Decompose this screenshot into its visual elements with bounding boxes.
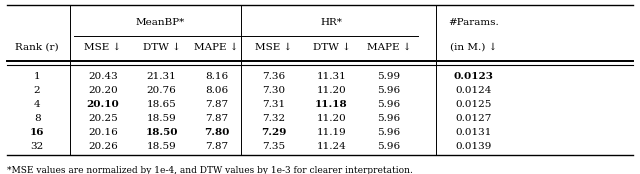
Text: 5.96: 5.96	[378, 86, 401, 95]
Text: 18.65: 18.65	[147, 100, 177, 109]
Text: 11.19: 11.19	[317, 128, 346, 137]
Text: 2: 2	[34, 86, 40, 95]
Text: 5.96: 5.96	[378, 128, 401, 137]
Text: 20.16: 20.16	[88, 128, 118, 137]
Text: 0.0123: 0.0123	[453, 72, 493, 81]
Text: 7.80: 7.80	[204, 128, 229, 137]
Text: 4: 4	[34, 100, 40, 109]
Text: 18.50: 18.50	[145, 128, 178, 137]
Text: 21.31: 21.31	[147, 72, 177, 81]
Text: 7.87: 7.87	[205, 100, 228, 109]
Text: 11.20: 11.20	[317, 86, 346, 95]
Text: 11.31: 11.31	[317, 72, 346, 81]
Text: 0.0127: 0.0127	[455, 114, 492, 123]
Text: 5.96: 5.96	[378, 114, 401, 123]
Text: 7.31: 7.31	[262, 100, 285, 109]
Text: 5.96: 5.96	[378, 100, 401, 109]
Text: 0.0125: 0.0125	[455, 100, 492, 109]
Text: 11.24: 11.24	[317, 142, 346, 151]
Text: MSE ↓: MSE ↓	[84, 43, 122, 52]
Text: 8.06: 8.06	[205, 86, 228, 95]
Text: 32: 32	[31, 142, 44, 151]
Text: 5.96: 5.96	[378, 142, 401, 151]
Text: #Params.: #Params.	[448, 18, 499, 27]
Text: 7.87: 7.87	[205, 114, 228, 123]
Text: 8: 8	[34, 114, 40, 123]
Text: 7.87: 7.87	[205, 142, 228, 151]
Text: 0.0124: 0.0124	[455, 86, 492, 95]
Text: 20.76: 20.76	[147, 86, 177, 95]
Text: 11.20: 11.20	[317, 114, 346, 123]
Text: 18.59: 18.59	[147, 142, 177, 151]
Text: 18.59: 18.59	[147, 114, 177, 123]
Text: MAPE ↓: MAPE ↓	[367, 43, 412, 52]
Text: MeanBP*: MeanBP*	[135, 18, 184, 27]
Text: 0.0131: 0.0131	[455, 128, 492, 137]
Text: 8.16: 8.16	[205, 72, 228, 81]
Text: 0.0139: 0.0139	[455, 142, 492, 151]
Text: 20.10: 20.10	[86, 100, 119, 109]
Text: 1: 1	[34, 72, 40, 81]
Text: 7.32: 7.32	[262, 114, 285, 123]
Text: 11.18: 11.18	[315, 100, 348, 109]
Text: 20.43: 20.43	[88, 72, 118, 81]
Text: 7.30: 7.30	[262, 86, 285, 95]
Text: 20.25: 20.25	[88, 114, 118, 123]
Text: *MSE values are normalized by 1e-4, and DTW values by 1e-3 for clearer interpret: *MSE values are normalized by 1e-4, and …	[7, 166, 413, 174]
Text: DTW ↓: DTW ↓	[143, 43, 180, 52]
Text: HR*: HR*	[321, 18, 342, 27]
Text: 20.20: 20.20	[88, 86, 118, 95]
Text: 5.99: 5.99	[378, 72, 401, 81]
Text: MAPE ↓: MAPE ↓	[195, 43, 239, 52]
Text: Rank (r): Rank (r)	[15, 43, 59, 52]
Text: 7.29: 7.29	[261, 128, 287, 137]
Text: 7.35: 7.35	[262, 142, 285, 151]
Text: 7.36: 7.36	[262, 72, 285, 81]
Text: DTW ↓: DTW ↓	[312, 43, 351, 52]
Text: MSE ↓: MSE ↓	[255, 43, 292, 52]
Text: 20.26: 20.26	[88, 142, 118, 151]
Text: 16: 16	[30, 128, 44, 137]
Text: (in M.) ↓: (in M.) ↓	[449, 43, 497, 52]
